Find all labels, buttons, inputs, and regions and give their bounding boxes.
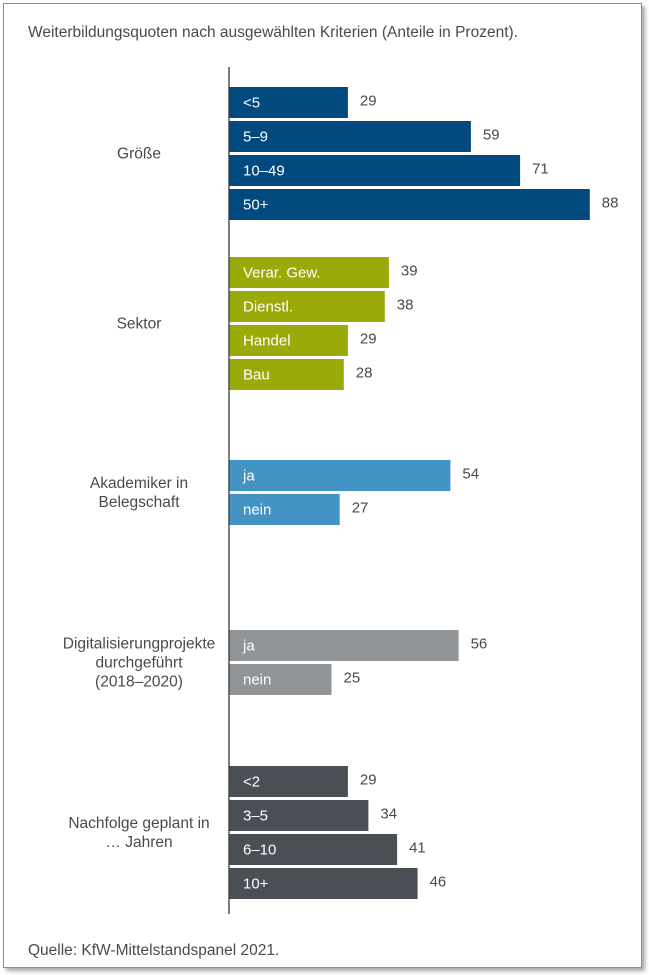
bar-value-label: 59 xyxy=(483,127,500,144)
bar-category-label: Bau xyxy=(243,367,270,384)
bar xyxy=(229,460,451,491)
chart-title: Weiterbildungsquoten nach ausgewählten K… xyxy=(28,24,518,41)
bar-value-label: 28 xyxy=(356,365,373,382)
bar xyxy=(229,325,348,356)
bar-category-label: Verar. Gew. xyxy=(243,265,321,282)
chart-source: Quelle: KfW-Mittelstandspanel 2021. xyxy=(28,942,280,959)
bar xyxy=(229,630,459,661)
bar-value-label: 88 xyxy=(602,195,619,212)
bar-category-label: 5–9 xyxy=(243,129,268,146)
bar-value-label: 41 xyxy=(409,840,426,857)
bar xyxy=(229,121,471,152)
bar xyxy=(229,664,332,695)
bar xyxy=(229,359,344,390)
bar-category-label: 3–5 xyxy=(243,808,268,825)
bar xyxy=(229,834,398,865)
bar-value-label: 29 xyxy=(360,331,377,348)
bar-value-label: 29 xyxy=(360,93,377,110)
bar xyxy=(229,800,369,831)
bar-category-label: ja xyxy=(242,638,255,655)
bar-value-label: 56 xyxy=(471,636,488,653)
bar xyxy=(229,257,389,288)
bar-category-label: <5 xyxy=(243,95,260,112)
group-label: Digitalisierungprojekte durchgeführt (2018… xyxy=(63,636,216,691)
bar-value-label: 34 xyxy=(380,806,397,823)
bar-category-label: 6–10 xyxy=(243,842,276,859)
bar-value-label: 54 xyxy=(462,466,479,483)
bar xyxy=(229,155,521,186)
bar-value-label: 29 xyxy=(360,772,377,789)
bar-value-label: 46 xyxy=(430,874,447,891)
bar-category-label: nein xyxy=(243,502,271,519)
bar-category-label: 50+ xyxy=(243,197,269,214)
bar-category-label: 10+ xyxy=(243,876,269,893)
bar xyxy=(229,766,348,797)
group-label: Nachfolge geplant in… Jahren xyxy=(68,815,209,851)
bar-category-label: Handel xyxy=(243,333,291,350)
bar-value-label: 71 xyxy=(532,161,549,178)
bar xyxy=(229,494,340,525)
bar xyxy=(229,291,385,322)
group-label: Größe xyxy=(117,146,161,163)
bar xyxy=(229,868,418,899)
bar xyxy=(229,87,348,118)
bar-category-label: <2 xyxy=(243,774,260,791)
bar xyxy=(229,189,590,220)
group-label: Sektor xyxy=(117,316,162,333)
bar-category-label: Dienstl. xyxy=(243,299,293,316)
bar-value-label: 27 xyxy=(352,500,369,517)
bar-value-label: 39 xyxy=(401,263,418,280)
bar-category-label: 10–49 xyxy=(243,163,285,180)
bar-value-label: 38 xyxy=(397,297,414,314)
bar-category-label: nein xyxy=(243,672,271,689)
bar-category-label: ja xyxy=(242,468,255,485)
group-label: Akademiker in Belegschaft xyxy=(90,475,188,511)
bar-value-label: 25 xyxy=(344,670,361,687)
